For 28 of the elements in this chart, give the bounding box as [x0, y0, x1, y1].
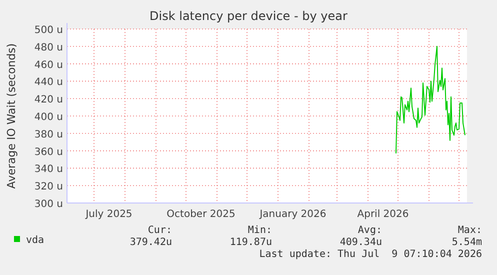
text: Avg:: [358, 225, 382, 236]
x-tick-label: October 2025: [166, 209, 236, 220]
y-tick-label: 400 u: [34, 112, 63, 123]
text: 379.42u: [130, 237, 172, 248]
legend-label: vda: [26, 235, 44, 246]
line-series: [396, 46, 466, 154]
text: 119.87u: [230, 237, 272, 248]
text: 5.54m: [452, 237, 482, 248]
x-tick-label: April 2026: [357, 209, 409, 220]
x-tick-label: July 2025: [84, 209, 132, 220]
text: Min:: [248, 225, 272, 236]
y-tick-label: 340 u: [34, 164, 63, 176]
text: Max:: [458, 225, 482, 236]
text: Cur:: [148, 225, 172, 236]
y-tick-label: 460 u: [34, 60, 63, 71]
text: 409.34u: [340, 237, 382, 248]
y-tick-label: 500 u: [34, 25, 63, 36]
y-tick-label: 380 u: [34, 129, 63, 140]
y-tick-label: 320 u: [34, 182, 63, 193]
y-axis-title: Average IO Wait (seconds): [5, 43, 18, 189]
y-tick-label: 300 u: [34, 199, 63, 210]
chart-title: Disk latency per device - by year: [150, 9, 348, 23]
y-tick-label: 360 u: [34, 146, 63, 158]
y-tick-label: 420 u: [34, 94, 63, 106]
text: Last update: Thu Jul 9 07:10:04 2026: [259, 249, 482, 260]
y-tick-label: 440 u: [34, 77, 63, 88]
y-tick-label: 480 u: [34, 42, 63, 54]
x-tick-label: January 2026: [258, 209, 326, 220]
